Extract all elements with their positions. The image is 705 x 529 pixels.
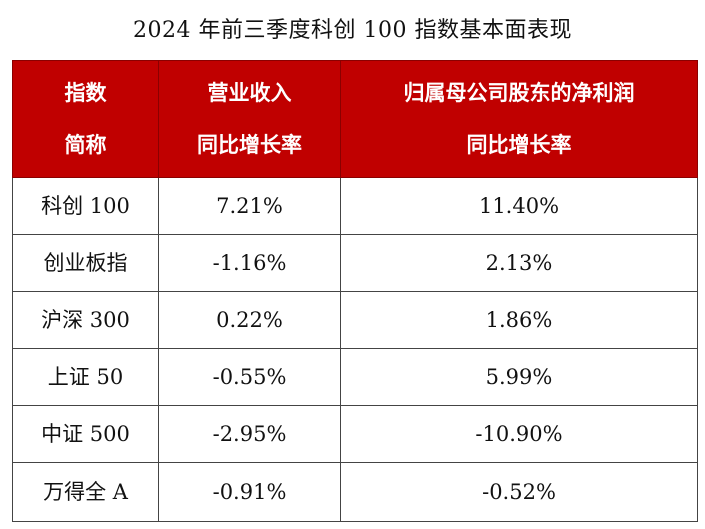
table-row: 科创 100 7.21% 11.40% xyxy=(12,177,698,235)
header-row: 指数 简称 营业收入 同比增长率 归属母公司股东的净利润 同比增长率 xyxy=(12,60,698,178)
revenue-growth-cell: -0.91% xyxy=(158,462,341,522)
table-header: 指数 简称 营业收入 同比增长率 归属母公司股东的净利润 同比增长率 xyxy=(12,60,698,178)
header-index-name-line2: 简称 xyxy=(64,133,107,157)
header-revenue-growth: 营业收入 同比增长率 xyxy=(158,60,341,178)
header-index-name: 指数 简称 xyxy=(12,60,159,178)
table-body: 科创 100 7.21% 11.40% 创业板指 -1.16% 2.13% 沪深… xyxy=(12,177,698,522)
table-row: 上证 50 -0.55% 5.99% xyxy=(12,348,698,406)
net-profit-growth-cell: -0.52% xyxy=(340,462,698,522)
index-fundamentals-table: 指数 简称 营业收入 同比增长率 归属母公司股东的净利润 同比增长率 科创 10… xyxy=(12,60,698,522)
revenue-growth-cell: -2.95% xyxy=(158,405,341,463)
revenue-growth-cell: 0.22% xyxy=(158,291,341,349)
net-profit-growth-cell: -10.90% xyxy=(340,405,698,463)
table-row: 创业板指 -1.16% 2.13% xyxy=(12,234,698,292)
revenue-growth-cell: -0.55% xyxy=(158,348,341,406)
table-row: 沪深 300 0.22% 1.86% xyxy=(12,291,698,349)
index-name-cell: 创业板指 xyxy=(12,234,159,292)
index-name-cell: 中证 500 xyxy=(12,405,159,463)
revenue-growth-cell: 7.21% xyxy=(158,177,341,235)
net-profit-growth-cell: 5.99% xyxy=(340,348,698,406)
index-name-cell: 沪深 300 xyxy=(12,291,159,349)
header-index-name-line1: 指数 xyxy=(64,81,107,105)
index-name-cell: 科创 100 xyxy=(12,177,159,235)
table-row: 万得全 A -0.91% -0.52% xyxy=(12,462,698,522)
header-net-profit-growth: 归属母公司股东的净利润 同比增长率 xyxy=(340,60,698,178)
table-row: 中证 500 -2.95% -10.90% xyxy=(12,405,698,463)
header-net-profit-growth-line2: 同比增长率 xyxy=(466,133,572,157)
table-title: 2024 年前三季度科创 100 指数基本面表现 xyxy=(133,18,572,43)
index-name-cell: 上证 50 xyxy=(12,348,159,406)
header-revenue-growth-line2: 同比增长率 xyxy=(197,133,302,157)
net-profit-growth-cell: 11.40% xyxy=(340,177,698,235)
net-profit-growth-cell: 2.13% xyxy=(340,234,698,292)
net-profit-growth-cell: 1.86% xyxy=(340,291,698,349)
header-revenue-growth-line1: 营业收入 xyxy=(207,81,292,105)
header-net-profit-growth-line1: 归属母公司股东的净利润 xyxy=(403,81,635,105)
index-name-cell: 万得全 A xyxy=(12,462,159,522)
revenue-growth-cell: -1.16% xyxy=(158,234,341,292)
